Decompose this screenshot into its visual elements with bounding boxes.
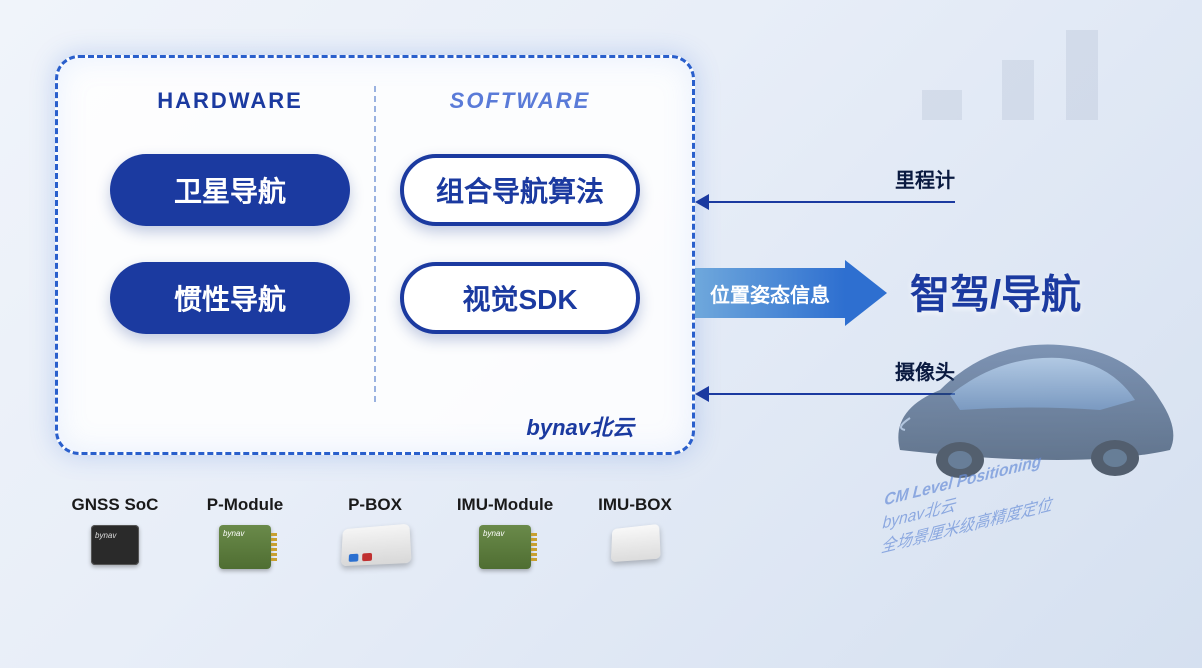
product-label: GNSS SoC [72, 495, 159, 515]
chip-icon [91, 525, 139, 565]
product-imu-box: IMU-BOX [575, 495, 695, 569]
product-label: P-Module [207, 495, 284, 515]
product-label: IMU-BOX [598, 495, 672, 515]
background-skyline [802, 0, 1202, 300]
brand-label: bynav北云 [526, 410, 634, 442]
product-row: GNSS SoC P-Module P-BOX IMU-Module IMU-B… [55, 495, 695, 569]
product-p-module: P-Module [185, 495, 305, 569]
module-icon [479, 525, 531, 569]
product-label: IMU-Module [457, 495, 553, 515]
software-column: SOFTWARE 组合导航算法 视觉SDK [376, 78, 664, 406]
product-label: P-BOX [348, 495, 402, 515]
capability-panel: HARDWARE 卫星导航 惯性导航 SOFTWARE 组合导航算法 视觉SDK… [55, 55, 695, 455]
arrow-head-left-icon [695, 386, 709, 402]
box-icon [341, 524, 412, 567]
arrow-odometer: 里程计 [695, 190, 955, 214]
hardware-title: HARDWARE [157, 88, 303, 114]
software-pill-vision: 视觉SDK [400, 262, 640, 334]
product-gnss-soc: GNSS SoC [55, 495, 175, 569]
software-title: SOFTWARE [450, 88, 591, 114]
arrow-line [709, 201, 955, 203]
hardware-pill-inertial: 惯性导航 [110, 262, 350, 334]
arrow-head-left-icon [695, 194, 709, 210]
panel-columns: HARDWARE 卫星导航 惯性导航 SOFTWARE 组合导航算法 视觉SDK [86, 78, 664, 406]
hardware-column: HARDWARE 卫星导航 惯性导航 [86, 78, 374, 406]
hardware-pill-satellite: 卫星导航 [110, 154, 350, 226]
arrow-forward: 位置姿态信息 [695, 260, 895, 326]
product-p-box: P-BOX [315, 495, 435, 569]
arrow-forward-label: 位置姿态信息 [695, 268, 845, 318]
product-imu-module: IMU-Module [445, 495, 565, 569]
module-icon [219, 525, 271, 569]
software-pill-fusion: 组合导航算法 [400, 154, 640, 226]
arrow-odometer-label: 里程计 [895, 164, 955, 193]
box-icon [611, 524, 661, 562]
